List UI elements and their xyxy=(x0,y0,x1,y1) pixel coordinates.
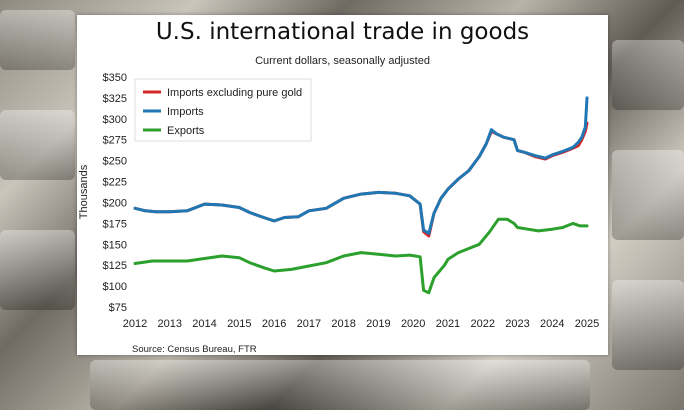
chart-card: U.S. international trade in goods Curren… xyxy=(77,15,608,355)
x-tick-label: 2021 xyxy=(436,318,460,330)
chart-plot: Thousands $75 $100 $125 $150 $175 $200 $225 $250… xyxy=(78,72,599,330)
y-tick-label: $75 xyxy=(109,302,127,314)
x-tick-label: 2014 xyxy=(192,318,216,330)
x-tick-label: 2013 xyxy=(158,318,182,330)
x-tick-label: 2017 xyxy=(297,318,321,330)
y-tick-label: $275 xyxy=(103,135,127,147)
x-tick-label: 2012 xyxy=(123,318,147,330)
x-tick-label: 2023 xyxy=(505,318,529,330)
y-tick-label: $225 xyxy=(103,177,127,189)
y-tick-label: $175 xyxy=(103,218,127,230)
legend-label: Imports excluding pure gold xyxy=(167,87,302,99)
source-note: Source: Census Bureau, FTR xyxy=(132,344,257,355)
legend-label: Imports xyxy=(167,106,204,118)
y-tick-label: $200 xyxy=(103,197,127,209)
x-tick-label: 2016 xyxy=(262,318,286,330)
y-tick-label: $350 xyxy=(103,72,127,84)
series-line-exports xyxy=(133,217,589,295)
y-tick-label: $300 xyxy=(103,114,127,126)
x-tick-label: 2020 xyxy=(401,318,425,330)
x-tick-label: 2022 xyxy=(470,318,494,330)
x-tick-label: 2024 xyxy=(540,318,564,330)
y-tick-label: $100 xyxy=(103,281,127,293)
x-tick-label: 2019 xyxy=(366,318,390,330)
y-tick-label: $125 xyxy=(103,260,127,272)
x-tick-label: 2018 xyxy=(331,318,355,330)
y-tick-label: $250 xyxy=(103,156,127,168)
legend-box xyxy=(134,78,312,142)
y-tick-label: $325 xyxy=(103,93,127,105)
series-line-imports xyxy=(133,96,589,235)
x-tick-label: 2015 xyxy=(227,318,251,330)
chart-subtitle: Current dollars, seasonally adjusted xyxy=(255,55,430,67)
chart-title: U.S. international trade in goods xyxy=(155,19,530,45)
y-tick-label: $150 xyxy=(103,239,127,251)
legend-label: Exports xyxy=(167,125,205,137)
x-tick-label: 2025 xyxy=(575,318,599,330)
y-axis-label: Thousands xyxy=(78,164,90,219)
